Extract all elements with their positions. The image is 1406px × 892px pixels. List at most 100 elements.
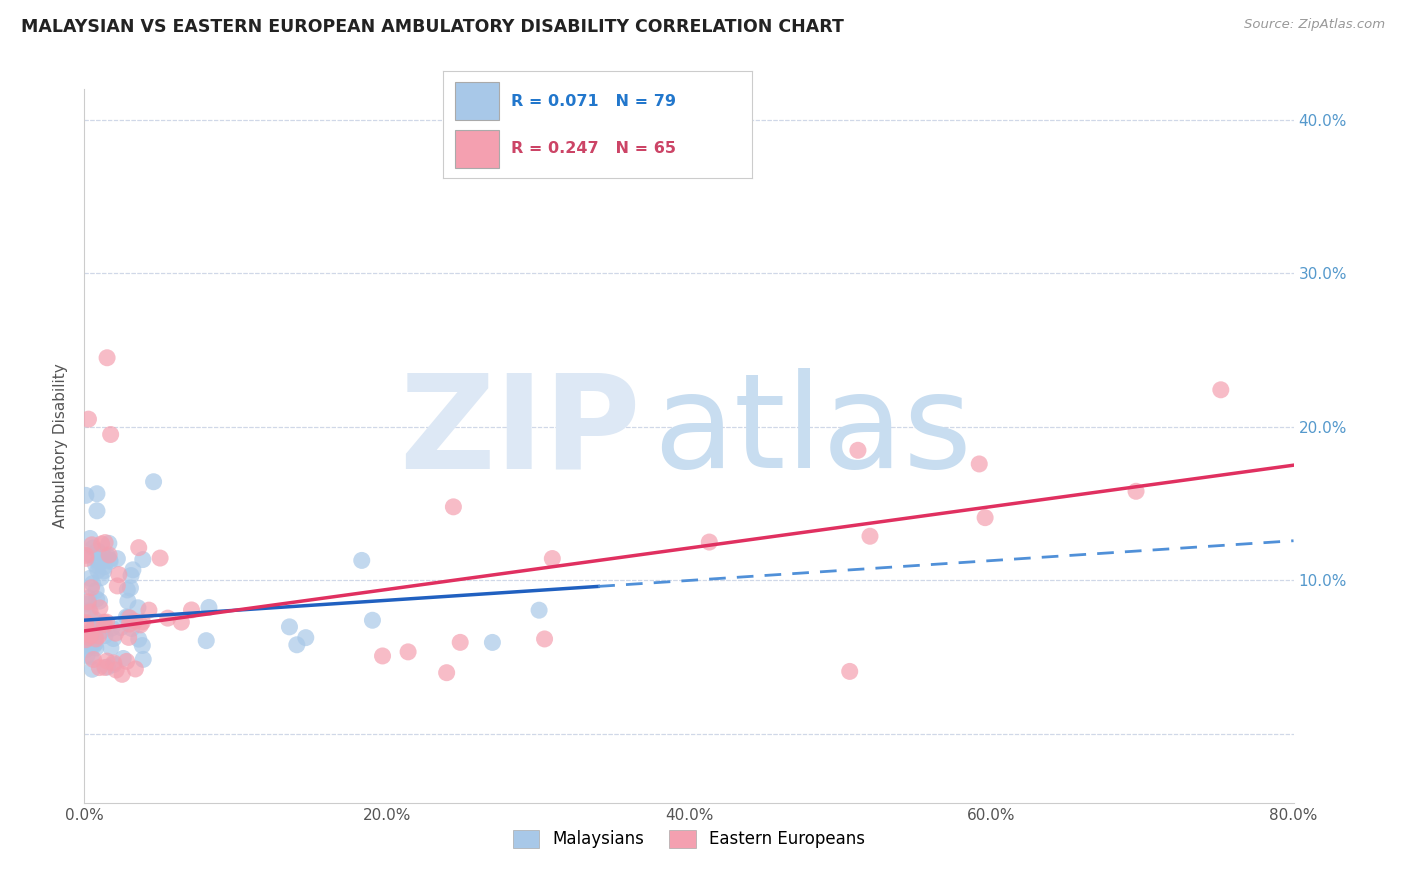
Malaysians <box>79 571 101 585</box>
Eastern Europeans <box>449 635 471 649</box>
Eastern Europeans <box>79 605 101 619</box>
Malaysians <box>120 568 142 582</box>
Malaysians <box>93 564 115 578</box>
Malaysians <box>84 624 107 639</box>
Eastern Europeans <box>105 579 128 593</box>
Malaysians <box>86 591 108 606</box>
Eastern Europeans <box>138 603 160 617</box>
Eastern Europeans <box>79 627 101 641</box>
Malaysians <box>100 640 122 655</box>
Malaysians <box>82 662 104 676</box>
Eastern Europeans <box>115 654 138 668</box>
Eastern Europeans <box>436 665 458 680</box>
Eastern Europeans <box>533 632 555 646</box>
Eastern Europeans <box>77 631 100 645</box>
Eastern Europeans <box>128 541 150 555</box>
Eastern Europeans <box>104 626 127 640</box>
Eastern Europeans <box>98 548 121 562</box>
Eastern Europeans <box>131 615 153 629</box>
Eastern Europeans <box>149 551 172 566</box>
Malaysians <box>98 553 121 567</box>
Malaysians <box>83 621 105 635</box>
Malaysians <box>75 638 97 652</box>
Malaysians <box>127 600 149 615</box>
Malaysians <box>83 612 105 626</box>
Malaysians <box>82 624 104 638</box>
Eastern Europeans <box>80 624 103 639</box>
Malaysians <box>87 563 110 577</box>
Malaysians <box>84 583 107 598</box>
Eastern Europeans <box>89 601 111 615</box>
Malaysians <box>77 632 100 646</box>
Eastern Europeans <box>80 627 103 641</box>
Malaysians <box>83 638 105 652</box>
Malaysians <box>93 559 115 574</box>
Malaysians <box>82 541 104 555</box>
Eastern Europeans <box>108 567 131 582</box>
Eastern Europeans <box>94 660 117 674</box>
Text: ZIP: ZIP <box>399 368 641 495</box>
Eastern Europeans <box>75 626 97 640</box>
Malaysians <box>87 554 110 568</box>
Malaysians <box>110 620 132 634</box>
Eastern Europeans <box>396 645 419 659</box>
Malaysians <box>132 652 155 666</box>
Malaysians <box>131 639 153 653</box>
Malaysians <box>97 660 120 674</box>
Malaysians <box>481 635 503 649</box>
Malaysians <box>120 581 142 595</box>
Malaysians <box>91 547 114 561</box>
Eastern Europeans <box>1209 383 1232 397</box>
Malaysians <box>93 617 115 632</box>
Malaysians <box>527 603 550 617</box>
Eastern Europeans <box>846 443 869 458</box>
Malaysians <box>82 576 104 591</box>
Malaysians <box>122 563 145 577</box>
Eastern Europeans <box>124 615 146 629</box>
Eastern Europeans <box>75 615 97 630</box>
Malaysians <box>278 620 301 634</box>
Eastern Europeans <box>75 551 97 566</box>
Eastern Europeans <box>77 595 100 609</box>
Eastern Europeans <box>96 615 118 629</box>
Malaysians <box>75 642 97 657</box>
Eastern Europeans <box>697 535 720 549</box>
Malaysians <box>350 553 373 567</box>
Malaysians <box>115 610 138 624</box>
FancyBboxPatch shape <box>456 82 499 120</box>
Malaysians <box>90 624 112 638</box>
Malaysians <box>84 636 107 650</box>
Malaysians <box>75 488 97 502</box>
Malaysians <box>285 638 308 652</box>
Eastern Europeans <box>80 538 103 552</box>
Eastern Europeans <box>90 537 112 551</box>
Eastern Europeans <box>156 611 179 625</box>
Text: atlas: atlas <box>652 368 972 495</box>
Malaysians <box>101 621 124 635</box>
Malaysians <box>76 648 98 663</box>
Eastern Europeans <box>124 662 146 676</box>
Malaysians <box>117 594 139 608</box>
Eastern Europeans <box>541 551 564 566</box>
Malaysians <box>195 633 218 648</box>
Eastern Europeans <box>80 581 103 595</box>
Malaysians <box>87 557 110 571</box>
Malaysians <box>96 549 118 563</box>
Malaysians <box>82 636 104 650</box>
Malaysians <box>86 486 108 500</box>
Malaysians <box>77 591 100 605</box>
Eastern Europeans <box>75 616 97 631</box>
Eastern Europeans <box>118 631 141 645</box>
Malaysians <box>142 475 165 489</box>
Malaysians <box>77 597 100 611</box>
Eastern Europeans <box>93 615 115 630</box>
Malaysians <box>103 632 125 646</box>
Eastern Europeans <box>838 665 860 679</box>
Malaysians <box>90 571 112 585</box>
Eastern Europeans <box>974 510 997 524</box>
Malaysians <box>79 548 101 562</box>
Text: Source: ZipAtlas.com: Source: ZipAtlas.com <box>1244 18 1385 31</box>
Y-axis label: Ambulatory Disability: Ambulatory Disability <box>53 364 69 528</box>
Eastern Europeans <box>371 648 394 663</box>
Text: R = 0.071   N = 79: R = 0.071 N = 79 <box>510 94 676 109</box>
